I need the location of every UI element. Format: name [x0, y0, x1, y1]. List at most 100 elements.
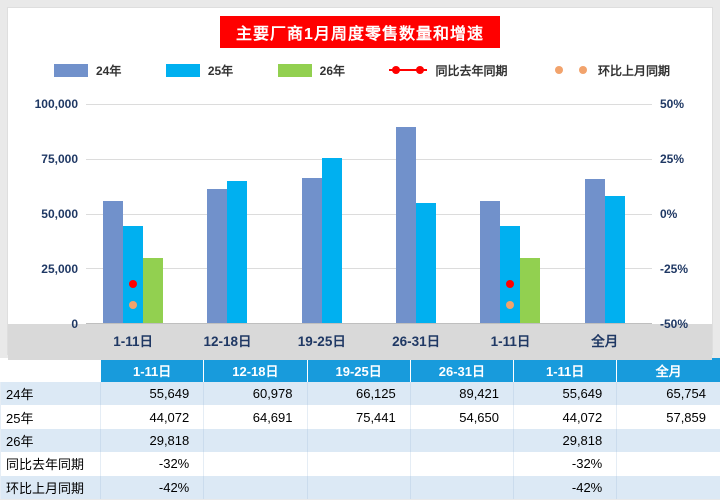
- bar-24年: [103, 201, 124, 323]
- table-cell: [203, 452, 307, 476]
- y-right-tick-label: -50%: [660, 317, 689, 331]
- table-header-row: 1-11日 12-18日 19-25日 26-31日 1-11日 全月: [0, 358, 720, 382]
- table-cell: [306, 475, 411, 499]
- plot-row: 100,000 75,000 50,000 25,000 0 50% 25% 0% -25% -…: [8, 97, 712, 331]
- table-row: 26年 29,818 29,818: [0, 428, 720, 453]
- y-right-tick-label: 50%: [660, 97, 685, 111]
- table-row-label: 同比去年同期: [0, 452, 101, 476]
- y-left-tick-label: 50,000: [41, 207, 78, 221]
- chart-title: 主要厂商1月周度零售数量和增速: [220, 16, 500, 48]
- table-row: 25年 44,072 64,691 75,441 54,650 44,072 57,859: [0, 405, 720, 429]
- table-column-header: 12-18日: [203, 358, 307, 382]
- table-cell: [409, 475, 514, 499]
- x-axis-label: 1-11日: [113, 334, 154, 349]
- legend-swatch-icon: [165, 63, 200, 77]
- table-cell: [409, 428, 514, 453]
- bar-26年: [520, 257, 541, 323]
- legend-line-dots-icon: [389, 65, 428, 75]
- legend-swatch-icon: [277, 63, 312, 77]
- chart-card: 主要厂商1月周度零售数量和增速 24年 25年 26年 同比去年同期 环比上月同期 10…: [7, 7, 713, 360]
- bar-26年: [143, 257, 164, 323]
- bar-group: [369, 104, 463, 323]
- y-left-tick-label: 75,000: [41, 152, 78, 166]
- table-cell: -42%: [99, 475, 204, 499]
- gridline: [86, 158, 652, 160]
- legend-dot: [554, 66, 563, 74]
- x-axis: 1-11日 12-18日 19-25日 26-31日 1-11日 全月: [8, 324, 712, 360]
- legend-label: 26年: [319, 63, 346, 78]
- bar-24年: [480, 201, 501, 323]
- legend-item: 环比上月同期: [552, 62, 670, 79]
- data-table: 1-11日 12-18日 19-25日 26-31日 1-11日 全月 24年 55,649…: [0, 358, 720, 499]
- bar-25年: [123, 226, 144, 323]
- point-环比上月同期: [506, 301, 515, 310]
- legend-label: 环比上月同期: [597, 63, 670, 78]
- bar-group: [180, 104, 274, 323]
- table-cell: 75,441: [306, 405, 411, 429]
- table-cell: 57,859: [616, 405, 720, 429]
- bar-25年: [604, 196, 625, 323]
- table-row-label: 24年: [0, 382, 101, 406]
- table-column-header: 19-25日: [306, 358, 411, 382]
- point-同比去年同期: [506, 279, 515, 288]
- point-环比上月同期: [129, 301, 138, 310]
- table-cell: [616, 428, 720, 453]
- table-cell: [616, 452, 720, 476]
- bar-group: [463, 104, 557, 323]
- table-cell: 66,125: [306, 382, 411, 406]
- table-corner-cell: [0, 358, 101, 382]
- bar-24年: [207, 189, 228, 323]
- legend-dot: [392, 66, 401, 74]
- bar-25年: [416, 203, 437, 323]
- legend-item: 26年: [277, 62, 346, 79]
- bar-group: [86, 104, 180, 323]
- gridline: [86, 268, 652, 270]
- table-cell: -32%: [99, 452, 204, 476]
- bar-24年: [301, 178, 322, 323]
- gridline: [86, 104, 652, 105]
- bar-24年: [396, 127, 417, 323]
- legend-label: 同比去年同期: [435, 63, 508, 78]
- table-column-header: 1-11日: [512, 358, 617, 382]
- table-cell: 65,754: [616, 382, 720, 406]
- table-column-header: 26-31日: [409, 358, 514, 382]
- legend-dots-icon: [552, 65, 590, 75]
- table-row: 同比去年同期 -32% -32%: [0, 452, 720, 476]
- bar-25年: [321, 157, 342, 323]
- y-left-tick-label: 100,000: [34, 97, 78, 111]
- legend-item: 25年: [165, 62, 234, 79]
- table-row-label: 25年: [0, 405, 101, 429]
- bar-25年: [500, 226, 521, 323]
- table-column-header: 全月: [616, 358, 720, 382]
- x-axis-label: 19-25日: [297, 334, 346, 349]
- table-cell: [203, 475, 307, 499]
- table-cell: 55,649: [99, 382, 204, 406]
- bar-24年: [584, 179, 605, 323]
- table-row: 环比上月同期 -42% -42%: [0, 475, 720, 499]
- table-cell: 44,072: [99, 405, 204, 429]
- legend-label: 25年: [207, 63, 234, 78]
- table-cell: -32%: [512, 452, 617, 476]
- y-axis-right: 50% 25% 0% -25% -50%: [652, 97, 712, 331]
- gridline: [86, 213, 652, 215]
- plot-area: [86, 104, 652, 324]
- legend-label: 24年: [96, 63, 122, 78]
- y-left-tick-label: 0: [71, 317, 78, 331]
- y-left-tick-label: 25,000: [41, 262, 78, 276]
- y-right-tick-label: 25%: [660, 152, 685, 166]
- x-axis-label: 全月: [591, 334, 619, 349]
- legend-line: [389, 69, 428, 71]
- table-body: 24年 55,649 60,978 66,125 89,421 55,649 65,754 2…: [0, 382, 720, 499]
- y-axis-left: 100,000 75,000 50,000 25,000 0: [8, 97, 86, 331]
- legend-item: 24年: [54, 62, 121, 79]
- table-row-label: 环比上月同期: [0, 475, 101, 499]
- table-cell: 89,421: [409, 382, 514, 406]
- y-right-tick-label: -25%: [660, 262, 689, 276]
- table-cell: 60,978: [203, 382, 307, 406]
- x-axis-label: 26-31日: [392, 334, 441, 349]
- legend-dot: [578, 66, 587, 74]
- table-cell: 64,691: [203, 405, 307, 429]
- table-cell: [616, 475, 720, 499]
- table-cell: -42%: [512, 475, 617, 499]
- table-cell: [409, 452, 514, 476]
